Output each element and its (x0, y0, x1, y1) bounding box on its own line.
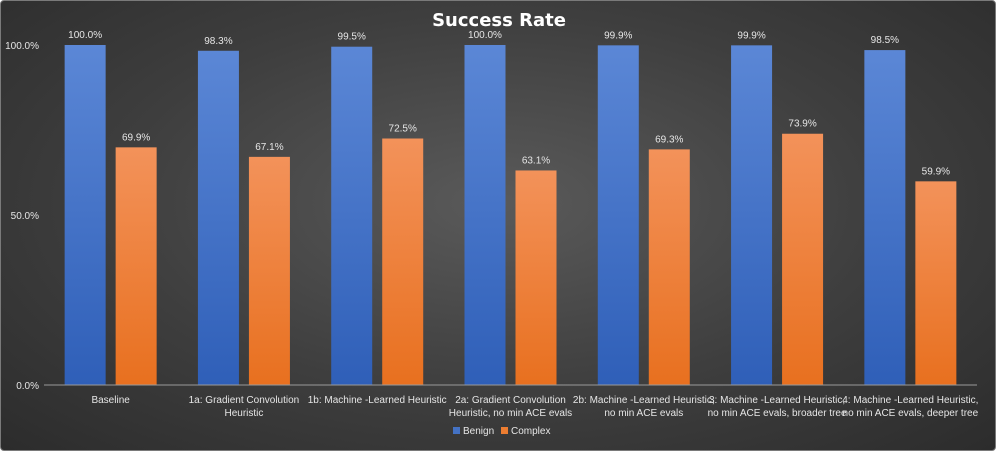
bar-benign (731, 45, 773, 386)
data-label-benign: 98.5% (871, 35, 899, 46)
x-tick-label: 2a: Gradient Convolution Heuristic, no mi… (449, 395, 572, 419)
data-label-complex: 67.1% (255, 142, 283, 153)
legend-swatch-complex (501, 427, 508, 434)
x-tick-label: 4: Machine -Learned Heuristic, no min ACE… (842, 395, 978, 419)
x-tick-label-line: 3: Machine -Learned Heuristic, (709, 395, 845, 406)
x-tick-label-line: no min ACE evals, deeper tree (843, 408, 979, 419)
chart-title: Success Rate (432, 10, 566, 31)
bar-benign (597, 45, 639, 386)
bar-benign (197, 50, 239, 385)
data-label-complex: 73.9% (788, 119, 816, 130)
x-tick-label-line: no min ACE evals (604, 408, 683, 419)
y-tick-label: 0.0% (16, 381, 39, 392)
y-tick-label: 100.0% (5, 41, 39, 52)
x-tick-label-line: Heuristic (224, 408, 263, 419)
x-tick-label-line: Baseline (91, 395, 130, 406)
x-tick-label-line: 2b: Machine -Learned Heuristic, (573, 395, 715, 406)
data-label-benign: 100.0% (468, 30, 502, 41)
x-tick-label-line: 2a: Gradient Convolution (455, 395, 566, 406)
data-label-benign: 100.0% (68, 30, 102, 41)
x-tick-label: 3: Machine -Learned Heuristic, no min ACE… (708, 395, 847, 419)
x-tick-label: 2b: Machine -Learned Heuristic, no min AC… (573, 395, 715, 419)
x-tick-label-line: 4: Machine -Learned Heuristic, (842, 395, 978, 406)
data-label-benign: 99.5% (338, 32, 366, 43)
bar-complex (382, 138, 424, 385)
bar-benign (464, 45, 506, 385)
x-tick-label-line: 1a: Gradient Convolution (189, 395, 300, 406)
bars (64, 45, 957, 386)
bar-complex (115, 147, 157, 385)
legend-label-complex: Complex (511, 426, 550, 437)
y-axis: 0.0% 50.0% 100.0% (5, 41, 39, 392)
x-axis: Baseline 1a: Gradient Convolution Heuristi… (44, 384, 979, 419)
legend-label-benign: Benign (463, 426, 494, 437)
bar-benign (64, 45, 106, 385)
data-label-complex: 69.9% (122, 132, 150, 143)
data-label-complex: 72.5% (389, 124, 417, 135)
legend-swatch-benign (453, 427, 460, 434)
data-label-benign: 99.9% (737, 30, 765, 41)
bar-benign (864, 50, 906, 385)
data-label-complex: 69.3% (655, 134, 683, 145)
x-tick-label-line: 1b: Machine -Learned Heuristic (308, 395, 447, 406)
x-tick-label: 1b: Machine -Learned Heuristic (308, 395, 447, 406)
x-tick-label-line: Heuristic, no min ACE evals (449, 408, 572, 419)
data-label-benign: 98.3% (204, 36, 232, 47)
data-label-complex: 59.9% (922, 166, 950, 177)
bar-complex (515, 170, 557, 385)
data-label-complex: 63.1% (522, 155, 550, 166)
x-tick-label-line: no min ACE evals, broader tree (708, 408, 847, 419)
x-tick-label: 1a: Gradient Convolution Heuristic (189, 395, 300, 419)
bar-complex (782, 133, 824, 385)
data-labels: 100.0% 69.9% 98.3% 67.1% 99.5% 72.5% 100.0% 63.… (68, 30, 950, 177)
bar-complex (248, 156, 290, 385)
bar-complex (915, 181, 957, 385)
legend: Benign Complex (453, 426, 550, 437)
bar-benign (331, 46, 373, 385)
bar-complex (648, 149, 690, 385)
x-tick-label: Baseline (91, 395, 130, 406)
y-tick-label: 50.0% (11, 211, 39, 222)
data-label-benign: 99.9% (604, 30, 632, 41)
